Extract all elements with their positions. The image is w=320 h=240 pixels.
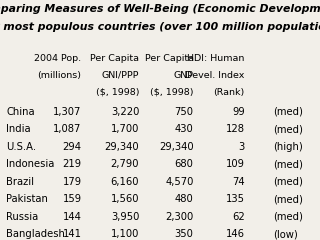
Text: HDI: Human: HDI: Human <box>188 54 245 63</box>
Text: 29,340: 29,340 <box>105 142 139 152</box>
Text: 99: 99 <box>232 107 245 117</box>
Text: 144: 144 <box>63 212 82 222</box>
Text: 2,790: 2,790 <box>111 159 139 169</box>
Text: Devel. Index: Devel. Index <box>185 71 245 80</box>
Text: 750: 750 <box>175 107 194 117</box>
Text: (low): (low) <box>274 229 298 240</box>
Text: (med): (med) <box>274 177 303 187</box>
Text: 1,100: 1,100 <box>111 229 139 240</box>
Text: 141: 141 <box>63 229 82 240</box>
Text: Pakistan: Pakistan <box>6 194 48 204</box>
Text: 3: 3 <box>238 142 245 152</box>
Text: (med): (med) <box>274 107 303 117</box>
Text: 135: 135 <box>226 194 245 204</box>
Text: Brazil: Brazil <box>6 177 35 187</box>
Text: 1,560: 1,560 <box>111 194 139 204</box>
Text: ($, 1998): ($, 1998) <box>96 88 139 96</box>
Text: 430: 430 <box>175 124 194 134</box>
Text: (med): (med) <box>274 212 303 222</box>
Text: 1,307: 1,307 <box>53 107 82 117</box>
Text: 74: 74 <box>232 177 245 187</box>
Text: 62: 62 <box>232 212 245 222</box>
Text: U.S.A.: U.S.A. <box>6 142 36 152</box>
Text: Indonesia: Indonesia <box>6 159 55 169</box>
Text: (med): (med) <box>274 124 303 134</box>
Text: 4,570: 4,570 <box>165 177 194 187</box>
Text: Bangladesh: Bangladesh <box>6 229 65 240</box>
Text: (millions): (millions) <box>38 71 82 80</box>
Text: 3,220: 3,220 <box>111 107 139 117</box>
Text: China: China <box>6 107 35 117</box>
Text: (Rank): (Rank) <box>213 88 245 96</box>
Text: Per Capita: Per Capita <box>90 54 139 63</box>
Text: (med): (med) <box>274 194 303 204</box>
Text: 128: 128 <box>226 124 245 134</box>
Text: 2,300: 2,300 <box>165 212 194 222</box>
Text: Comparing Measures of Well-Being (Economic Development): Comparing Measures of Well-Being (Econom… <box>0 4 320 14</box>
Text: Russia: Russia <box>6 212 39 222</box>
Text: 1,087: 1,087 <box>53 124 82 134</box>
Text: 29,340: 29,340 <box>159 142 194 152</box>
Text: 179: 179 <box>62 177 82 187</box>
Text: 294: 294 <box>63 142 82 152</box>
Text: (med): (med) <box>274 159 303 169</box>
Text: 680: 680 <box>175 159 194 169</box>
Text: (high): (high) <box>274 142 303 152</box>
Text: 6,160: 6,160 <box>111 177 139 187</box>
Text: 109: 109 <box>226 159 245 169</box>
Text: 480: 480 <box>175 194 194 204</box>
Text: 2004 Pop.: 2004 Pop. <box>35 54 82 63</box>
Text: GNP: GNP <box>173 71 194 80</box>
Text: GNI/PPP: GNI/PPP <box>102 71 139 80</box>
Text: ($, 1998): ($, 1998) <box>150 88 194 96</box>
Text: 3,950: 3,950 <box>111 212 139 222</box>
Text: 219: 219 <box>62 159 82 169</box>
Text: India: India <box>6 124 31 134</box>
Text: 1,700: 1,700 <box>111 124 139 134</box>
Text: 159: 159 <box>62 194 82 204</box>
Text: 350: 350 <box>175 229 194 240</box>
Text: for most populous countries (over 100 million population): for most populous countries (over 100 mi… <box>0 22 320 32</box>
Text: 146: 146 <box>226 229 245 240</box>
Text: Per Capita: Per Capita <box>145 54 194 63</box>
